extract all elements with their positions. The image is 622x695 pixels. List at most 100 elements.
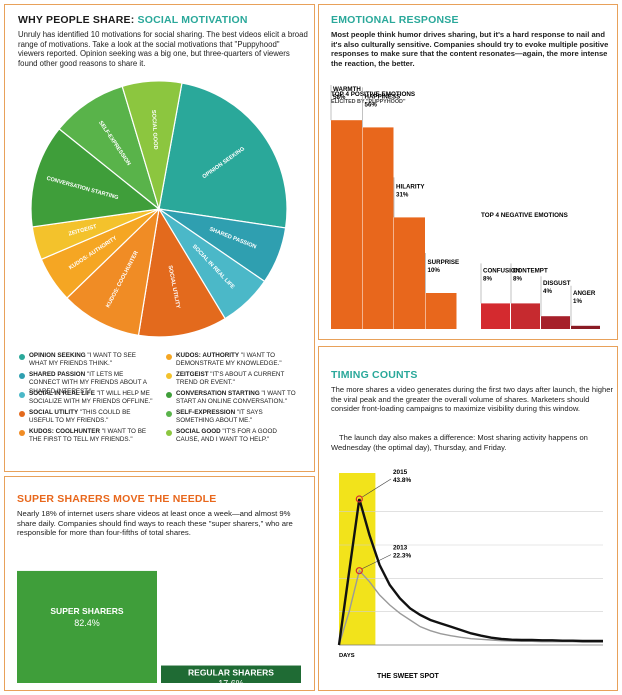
legend-text: KUDOS: COOLHUNTER "I WANT TO BE THE FIRS… [29, 428, 154, 445]
bar-value-contempt: 8% [513, 275, 522, 282]
legend-text: SOCIAL GOOD "IT'S FOR A GOOD CAUSE, AND … [176, 428, 301, 445]
timing-counts-panel: TIMING COUNTS The more shares a video ge… [318, 346, 618, 691]
social-body: Unruly has identified 10 motivations for… [18, 30, 308, 68]
legend-desc: "IT'S ABOUT A CURRENT TREND OR EVENT." [176, 371, 285, 387]
bar-value-regular-sharers: 17.6% [218, 679, 244, 689]
pie-slice-social-good [121, 80, 183, 210]
legend-dot [166, 411, 172, 417]
pie-slice-social-utility [137, 207, 226, 338]
legend-dot [166, 373, 172, 379]
peak-leader-2013 [362, 554, 392, 569]
legend-name: CONVERSATION STARTING [176, 390, 260, 397]
sweet-spot-label: THE SWEET SPOT [377, 673, 440, 680]
timing-body-2: The launch day also makes a difference: … [331, 433, 588, 452]
bar-confusion [481, 303, 510, 329]
legend-dot [19, 373, 25, 379]
legend-name: KUDOS: COOLHUNTER [29, 428, 101, 435]
emotional-response-panel: EMOTIONAL RESPONSE Most people think hum… [318, 4, 618, 340]
legend-name: KUDOS: AUTHORITY [176, 352, 240, 359]
bar-label-happiness: HAPPINESS [365, 93, 401, 100]
bar-label-confusion: CONFUSION [483, 267, 521, 274]
legend-text: SELF-EXPRESSION "IT SAYS SOMETHING ABOUT… [176, 409, 301, 426]
legend-desc: "I WANT TO START AN ONLINE CONVERSATION.… [176, 390, 296, 406]
social-motivation-panel: WHY PEOPLE SHARE: SOCIAL MOTIVATION Unru… [4, 4, 315, 472]
x-axis-label: DAYS [339, 653, 355, 659]
bar-super-sharers [17, 570, 157, 683]
legend-text: CONVERSATION STARTING "I WANT TO START A… [176, 390, 301, 407]
pie-slice-self-expression [58, 85, 161, 211]
social-title: WHY PEOPLE SHARE: SOCIAL MOTIVATION [18, 14, 248, 26]
legend-text: SOCIAL IN REAL LIFE "IT WILL HELP ME SOC… [29, 390, 154, 407]
negative-emotions-title: TOP 4 NEGATIVE EMOTIONS [481, 212, 568, 219]
bar-label-surprise: SURPRISE [428, 259, 460, 266]
legend-name: OPINION SEEKING [29, 352, 86, 359]
bar-anger [571, 325, 600, 329]
bar-happiness [362, 127, 394, 330]
legend-text: ZEITGEIST "IT'S ABOUT A CURRENT TREND OR… [176, 371, 301, 388]
pie-label-social-good: SOCIAL GOOD [150, 110, 158, 150]
peak-value-2013: 22.3% [393, 553, 411, 560]
social-title-accent: SOCIAL MOTIVATION [137, 14, 248, 26]
pie-slice-conversation-starting [30, 128, 161, 228]
bar-label-super-sharers: SUPER SHARERS [50, 606, 124, 616]
bar-value-anger: 1% [573, 298, 582, 305]
legend-text: KUDOS: AUTHORITY "I WANT TO DEMONSTRATE … [176, 352, 301, 369]
bar-value-hilarity: 31% [396, 191, 409, 198]
legend-desc: "I WANT TO DEMONSTRATE MY KNOWLEDGE." [176, 352, 282, 368]
bar-label-contempt: CONTEMPT [513, 267, 548, 274]
bar-disgust [541, 316, 570, 329]
emotion-body: Most people think humor drives sharing, … [331, 30, 609, 68]
bar-value-confusion: 8% [483, 275, 492, 282]
legend-text: SOCIAL UTILITY "THIS COULD BE USEFUL TO … [29, 409, 154, 426]
positive-emotions-subtitle: ELICITED BY "PUPPYHOOD" [331, 99, 406, 105]
legend-name: SOCIAL UTILITY [29, 409, 79, 416]
legend-desc: "IT LETS ME CONNECT WITH MY FRIENDS ABOU… [29, 371, 147, 395]
bar-label-hilarity: HILARITY [396, 183, 425, 190]
legend-desc: "I WANT TO SEE WHAT MY FRIENDS THINK." [29, 352, 136, 368]
bar-surprise [425, 293, 457, 329]
legend-dot [166, 430, 172, 436]
super-body: Nearly 18% of internet users share video… [17, 509, 293, 538]
legend-dot [19, 354, 25, 360]
timing-body-1: The more shares a video generates during… [331, 385, 613, 414]
line-2015 [337, 498, 603, 646]
bar-label-disgust: DISGUST [543, 280, 571, 287]
legend-desc: "IT WILL HELP ME SOCIALIZE WITH MY FRIEN… [29, 390, 153, 406]
peak-marker-2015 [355, 495, 363, 503]
legend-text: OPINION SEEKING "I WANT TO SEE WHAT MY F… [29, 352, 154, 369]
bar-value-disgust: 4% [543, 288, 552, 295]
bar-label-warmth: WARMTH [333, 86, 361, 93]
bar-warmth [331, 120, 362, 329]
pie-slice-opinion-seeking [158, 82, 288, 229]
peak-year-2015: 2015 [393, 469, 408, 476]
bar-label-anger: ANGER [573, 290, 596, 297]
peak-value-2015: 43.8% [393, 477, 411, 484]
bar-value-warmth: 58% [333, 94, 346, 101]
legend-dot [166, 354, 172, 360]
super-sharers-panel: SUPER SHARERS MOVE THE NEEDLE Nearly 18%… [4, 476, 315, 691]
legend-dot [166, 392, 172, 398]
bar-value-happiness: 56% [365, 101, 378, 108]
peak-year-2013: 2013 [393, 545, 408, 552]
peak-marker-2013 [355, 567, 363, 575]
pie-slice-kudos-coolhunter [66, 207, 160, 337]
legend-desc: "IT'S FOR A GOOD CAUSE, AND I WANT TO HE… [176, 428, 277, 444]
legend-dot [19, 430, 25, 436]
bar-value-surprise: 10% [428, 267, 441, 274]
legend-name: SELF-EXPRESSION [176, 409, 236, 416]
sweet-spot-band [339, 473, 376, 645]
legend-text: SHARED PASSION "IT LETS ME CONNECT WITH … [29, 371, 154, 396]
positive-emotions-title: TOP 4 POSITIVE EMOTIONS [331, 91, 415, 98]
timing-title: TIMING COUNTS [331, 369, 418, 381]
peak-leader-2015 [362, 478, 392, 498]
super-title: SUPER SHARERS MOVE THE NEEDLE [17, 493, 217, 505]
bar-label-regular-sharers: REGULAR SHARERS [188, 668, 274, 678]
emotion-title: EMOTIONAL RESPONSE [331, 14, 459, 26]
bar-contempt [511, 303, 540, 329]
legend-dot [19, 392, 25, 398]
legend-name: SOCIAL IN REAL LIFE [29, 390, 95, 397]
legend-name: ZEITGEIST [176, 371, 209, 378]
